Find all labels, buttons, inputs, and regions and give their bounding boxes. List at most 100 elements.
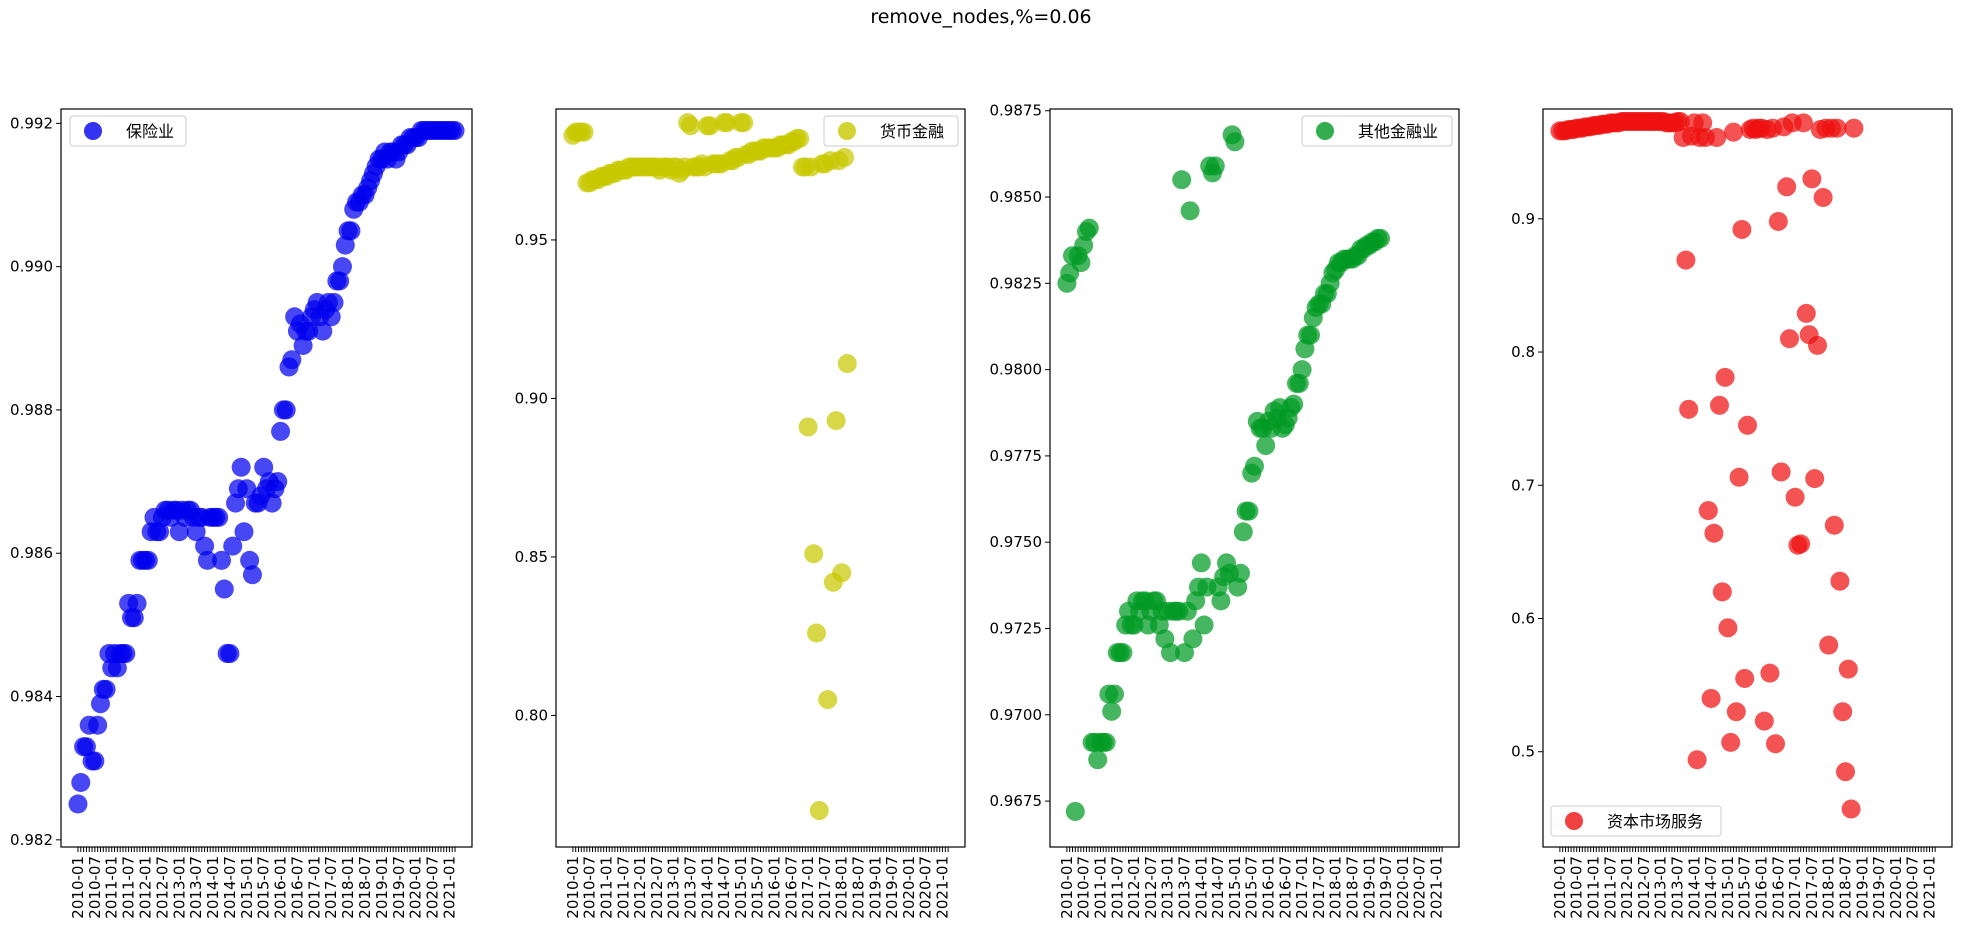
x-tick-label: 2019-07 [1377,856,1395,919]
x-tick-label: 2014-01 [1192,856,1210,919]
legend-box [1550,805,1722,837]
x-tick-label: 2014-01 [698,856,716,919]
y-tick-label: 0.9850 [990,188,1043,206]
x-tick-label: 2016-07 [289,856,307,919]
data-point [1071,253,1091,273]
data-point [209,507,229,527]
data-point [1796,303,1816,323]
x-tick-label: 2011-07 [614,856,632,919]
x-tick-label: 2013-01 [170,856,188,919]
data-point [1844,118,1864,138]
data-point [1841,799,1861,819]
data-point [807,623,826,643]
subplot-1: 0.9820.9840.9860.9880.9900.9922010-01201… [10,108,473,919]
legend-box [69,115,187,147]
data-point [299,321,319,341]
y-tick-label: 0.990 [10,258,53,276]
y-tick-label: 0.9775 [990,447,1043,465]
data-point [1096,732,1116,752]
x-tick-label: 2013-07 [1176,856,1194,919]
data-point [804,544,824,564]
data-point [332,257,352,277]
x-tick-label: 2010-01 [1058,856,1076,919]
data-point [1729,467,1749,487]
x-tick-label: 2015-07 [749,856,767,919]
data-point [1735,668,1755,688]
data-point [1738,415,1757,435]
data-point [1777,177,1797,197]
data-point [1180,201,1200,221]
y-tick-label: 0.986 [10,544,53,562]
data-point [68,794,88,814]
x-tick-label: 2020-01 [1394,856,1412,919]
data-point [818,690,838,710]
data-point [680,116,700,136]
y-tick-label: 0.992 [10,114,53,132]
x-tick-label: 2014-01 [204,856,222,919]
data-point [1160,643,1180,663]
data-point [574,122,594,142]
x-tick-label: 2017-01 [305,856,323,919]
x-tick-label: 2017-07 [322,856,340,919]
data-point [1225,132,1245,152]
y-tick-label: 0.95 [515,231,548,249]
y-tick-label: 0.9800 [990,361,1043,379]
x-tick-label: 2012-07 [1142,856,1160,919]
x-tick-label: 2011-01 [1585,856,1603,919]
data-point [169,522,189,542]
scatter-points [68,121,465,814]
data-point [1768,211,1788,231]
data-point [1211,591,1231,611]
x-tick-label: 2016-01 [1260,856,1278,919]
y-tick-label: 0.9875 [990,102,1043,120]
x-tick-label: 2015-07 [255,856,273,919]
y-tick-label: 0.5 [1511,743,1535,761]
data-point [211,550,231,570]
data-point [262,493,282,513]
x-tick-label: 2020-01 [1887,856,1905,919]
data-point [293,335,313,355]
data-point [1113,643,1133,663]
data-point [150,522,170,542]
data-point [107,658,127,678]
data-point [324,292,344,312]
data-point [1065,801,1085,821]
y-tick-label: 0.6 [1511,609,1535,627]
data-point [1284,394,1304,414]
data-point [1079,218,1099,238]
y-tick-label: 0.8 [1511,343,1535,361]
x-tick-label: 2019-07 [883,856,901,919]
y-tick-label: 0.80 [515,706,548,724]
x-tick-label: 2020-07 [424,856,442,919]
x-tick-label: 2016-07 [782,856,800,919]
data-point [1172,170,1192,190]
x-tick-label: 2011-07 [1108,856,1126,919]
data-point [809,801,829,821]
data-point [1712,582,1732,602]
y-tick-label: 0.9750 [990,533,1043,551]
data-point [85,751,105,771]
x-tick-label: 2019-01 [1853,856,1871,919]
data-point [1808,335,1828,355]
x-tick-label: 2017-01 [1293,856,1311,919]
data-point [1760,663,1780,683]
data-point [1785,487,1805,507]
data-point [71,773,91,793]
data-point [1813,187,1833,207]
data-point [445,121,465,140]
data-point [1693,113,1713,133]
x-tick-label: 2014-07 [1702,856,1720,919]
subplot-3: 0.9675 0.9700 0.9725 0.9750 0.9775 0.9800 0.98… [990,102,1460,919]
x-tick-label: 2010-07 [1075,856,1093,919]
data-point [1833,702,1853,722]
data-point [1670,112,1690,132]
x-tick-label: 2012-01 [631,856,649,919]
x-tick-label: 2011-01 [1092,856,1110,919]
x-tick-label: 2015-01 [1226,856,1244,919]
x-tick-label: 2020-01 [900,856,918,919]
x-tick-label: 2010-01 [69,856,87,919]
data-point [1830,571,1850,591]
data-point [76,737,96,757]
data-point [1239,501,1259,521]
